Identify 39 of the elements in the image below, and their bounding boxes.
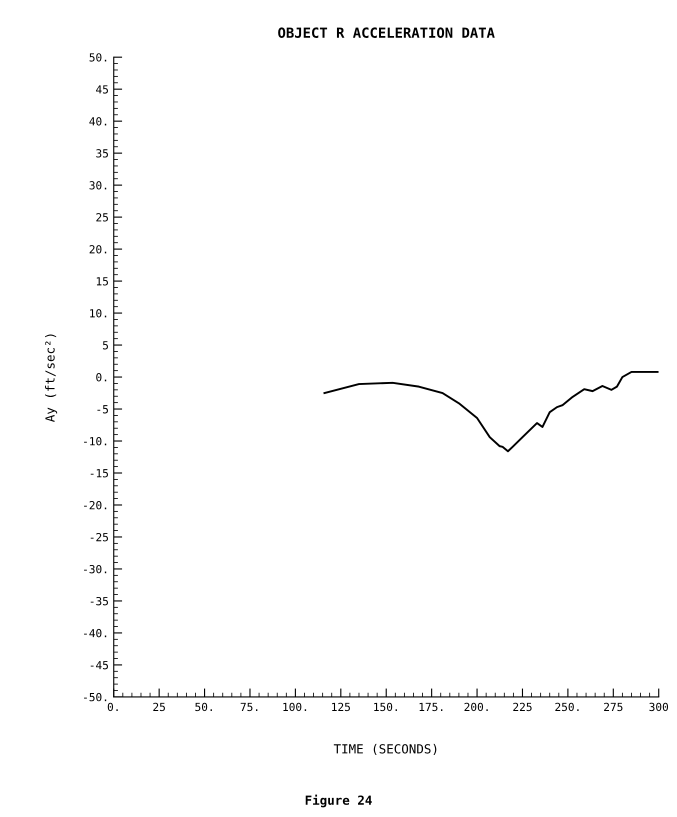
line-series [323,370,659,452]
y-tick-label: 50. [90,53,106,62]
y-tick-label: 35 [96,149,108,158]
y-tick-label: 10. [90,309,106,318]
x-tick-label: 200. [464,702,488,712]
y-tick-label: -15 [90,469,108,478]
x-tick-label: 25 [153,702,165,712]
x-tick-label: 300 [649,702,668,712]
y-tick-label: 40. [89,117,106,126]
y-tick-label: -35 [90,596,108,606]
y-tick-label: -5 [97,405,108,414]
y-tick-label: -30. [84,564,106,574]
x-axis-title: TIME (SECONDS) [334,744,436,756]
y-tick-label: 25 [96,213,108,222]
x-tick-label: 275 [604,702,622,712]
x-tick-label: 175. [420,702,442,712]
y-axis-title: Ay (ft/sec²) [45,334,58,422]
y-tick-label: -40. [84,628,106,638]
y-tick-label: 45 [96,85,108,94]
x-tick-label: 100. [283,702,306,712]
x-tick-label: 225 [513,702,532,712]
x-tick-label: 0. [108,702,118,712]
y-tick-label: -45 [90,661,108,670]
y-tick-label: 0. [96,373,106,382]
x-tick-label: 250. [555,702,579,712]
x-tick-label: 50. [195,702,212,712]
caption: Figure 24 [306,794,372,808]
y-tick-label: 15 [96,277,108,286]
y-tick-label: -20. [84,500,106,510]
y-tick-label: -50. [84,692,106,702]
y-tick-label: -25 [90,532,108,542]
x-tick-label: 75. [240,702,258,712]
x-tick-label: 125 [332,702,350,712]
chart-title: OBJECT R ACCELERATION DATA [278,27,495,38]
y-tick-label: 20. [90,245,106,254]
x-tick-label: 150. [374,702,397,712]
y-tick-label: 5 [102,341,108,350]
y-tick-label: -10. [84,437,106,446]
y-tick-label: 30. [90,181,106,190]
